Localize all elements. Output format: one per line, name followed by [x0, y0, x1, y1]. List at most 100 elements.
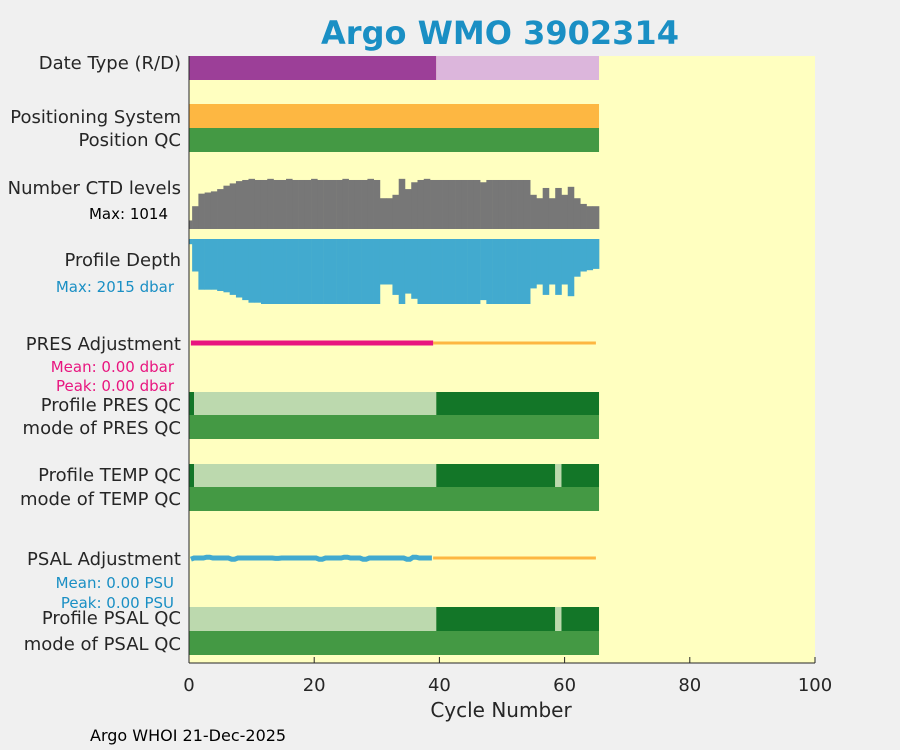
number-ctd-levels-bar-57 — [542, 187, 550, 229]
number-ctd-levels-bar-55 — [530, 194, 537, 229]
profile-psal-qc-segment-1 — [436, 607, 556, 631]
profile-depth-bar-30 — [373, 239, 381, 304]
profile-depth-bar-24 — [336, 239, 343, 304]
mode-of-pres-qc-label: mode of PRES QC — [23, 418, 181, 439]
number-ctd-levels-bar-58 — [548, 198, 556, 229]
number-ctd-levels-bar-64 — [586, 206, 594, 229]
profile-depth-bar-44 — [461, 239, 468, 304]
position-qc-label: Position QC — [78, 130, 181, 151]
profile-depth-bar-9 — [242, 239, 249, 301]
profile-depth-bar-43 — [455, 239, 462, 304]
number-ctd-levels-bar-14 — [273, 179, 281, 229]
number-ctd-levels-bar-40 — [436, 179, 443, 229]
profile-depth-bar-64 — [586, 239, 594, 271]
profile-temp-qc-segment-1 — [194, 464, 437, 487]
profile-depth-bar-45 — [467, 239, 475, 304]
profile-depth-bar-14 — [273, 239, 281, 304]
number-ctd-levels-bar-53 — [517, 179, 525, 229]
x-tick-label-80: 80 — [678, 675, 701, 696]
number-ctd-levels-bar-45 — [467, 179, 475, 229]
number-ctd-levels-bar-20 — [311, 178, 318, 229]
psal-adjustment-peak-label: Peak: 0.00 PSU — [61, 594, 174, 612]
date-type-r-d-label: Date Type (R/D) — [39, 53, 181, 74]
profile-depth-bar-55 — [530, 239, 537, 289]
profile-depth-bar-23 — [329, 239, 337, 304]
positioning-system-label: Positioning System — [10, 107, 181, 128]
number-ctd-levels-bar-26 — [348, 179, 356, 229]
positioning-system-segment-0 — [189, 104, 600, 128]
profile-depth-bar-40 — [436, 239, 443, 304]
number-ctd-levels-bar-7 — [229, 183, 237, 229]
profile-psal-qc-segment-0 — [189, 607, 437, 631]
psal-adjustment-label: PSAL Adjustment — [27, 549, 181, 570]
profile-depth-bar-22 — [323, 239, 331, 304]
x-tick-label-60: 60 — [553, 675, 576, 696]
x-tick-label-100: 100 — [798, 675, 832, 696]
mode-of-pres-qc-segment-0 — [189, 415, 600, 439]
number-ctd-levels-bar-5 — [217, 189, 224, 229]
pres-adjustment-mean-label: Mean: 0.00 dbar — [51, 358, 175, 376]
profile-depth-bar-2 — [198, 239, 205, 290]
profile-depth-bar-6 — [223, 239, 230, 293]
number-ctd-levels-bar-2 — [198, 193, 205, 229]
number-ctd-levels-bar-51 — [505, 179, 512, 229]
profile-pres-qc-segment-1 — [194, 392, 437, 415]
number-ctd-levels-bar-19 — [304, 179, 312, 229]
x-tick-label-20: 20 — [303, 675, 326, 696]
number-ctd-levels-bar-10 — [248, 178, 256, 229]
number-ctd-levels-bar-24 — [336, 179, 343, 229]
profile-depth-bar-51 — [505, 239, 512, 304]
profile-depth-bar-54 — [523, 239, 531, 304]
profile-depth-bar-18 — [298, 239, 306, 304]
number-ctd-levels-bar-27 — [354, 179, 362, 229]
profile-depth-bar-8 — [235, 239, 243, 298]
profile-psal-qc-segment-2 — [555, 607, 562, 631]
psal-adjustment-mean-label: Mean: 0.00 PSU — [56, 574, 174, 592]
number-ctd-levels-bar-1 — [192, 206, 199, 229]
profile-depth-bar-12 — [260, 239, 268, 304]
footer-credit: Argo WHOI 21-Dec-2025 — [90, 726, 286, 745]
profile-depth-bar-15 — [279, 239, 287, 304]
number-ctd-levels-bar-52 — [511, 179, 518, 229]
profile-pres-qc-segment-2 — [436, 392, 600, 415]
profile-temp-qc-segment-2 — [436, 464, 556, 487]
profile-depth-bar-61 — [567, 239, 575, 297]
profile-depth-bar-20 — [311, 239, 318, 304]
chart-title: Argo WMO 3902314 — [321, 14, 679, 52]
profile-depth-bar-27 — [354, 239, 362, 304]
number-ctd-levels-bar-6 — [223, 185, 230, 229]
profile-depth-bar-11 — [254, 239, 262, 303]
number-ctd-levels-bar-60 — [561, 194, 569, 229]
profile-depth-bar-28 — [361, 239, 368, 304]
profile-depth-bar-34 — [398, 239, 406, 304]
profile-depth-bar-1 — [192, 239, 199, 272]
profile-depth-bar-10 — [248, 239, 256, 303]
profile-depth-bar-52 — [511, 239, 518, 304]
number-ctd-levels-bar-42 — [448, 179, 456, 229]
number-ctd-levels-bar-65 — [592, 206, 600, 229]
profile-psal-qc-segment-3 — [561, 607, 600, 631]
x-tick-label-40: 40 — [428, 675, 451, 696]
number-ctd-levels-bar-47 — [480, 182, 487, 229]
x-tick-label-0: 0 — [183, 675, 194, 696]
profile-depth-bar-56 — [536, 239, 543, 285]
profile-pres-qc-label: Profile PRES QC — [41, 395, 181, 416]
profile-depth-bar-21 — [317, 239, 324, 304]
profile-temp-qc-segment-3 — [555, 464, 562, 487]
date-type-r-d-segment-1 — [436, 56, 600, 80]
profile-depth-bar-38 — [423, 239, 431, 304]
number-ctd-levels-bar-46 — [473, 179, 481, 229]
profile-depth-bar-39 — [430, 239, 437, 304]
profile-depth-bar-41 — [442, 239, 450, 304]
profile-depth-bar-3 — [204, 239, 212, 290]
pres-adjustment-label: PRES Adjustment — [26, 334, 181, 355]
profile-depth-bar-17 — [292, 239, 299, 304]
profile-depth-bar-58 — [548, 239, 556, 285]
profile-depth-bar-16 — [286, 239, 293, 304]
profile-temp-qc-segment-0 — [189, 464, 195, 487]
number-ctd-levels-bar-18 — [298, 179, 306, 229]
mode-of-psal-qc-segment-0 — [189, 631, 600, 655]
number-ctd-levels-bar-32 — [386, 198, 393, 229]
number-ctd-levels-bar-12 — [260, 179, 268, 229]
number-ctd-levels-bar-63 — [580, 203, 587, 229]
